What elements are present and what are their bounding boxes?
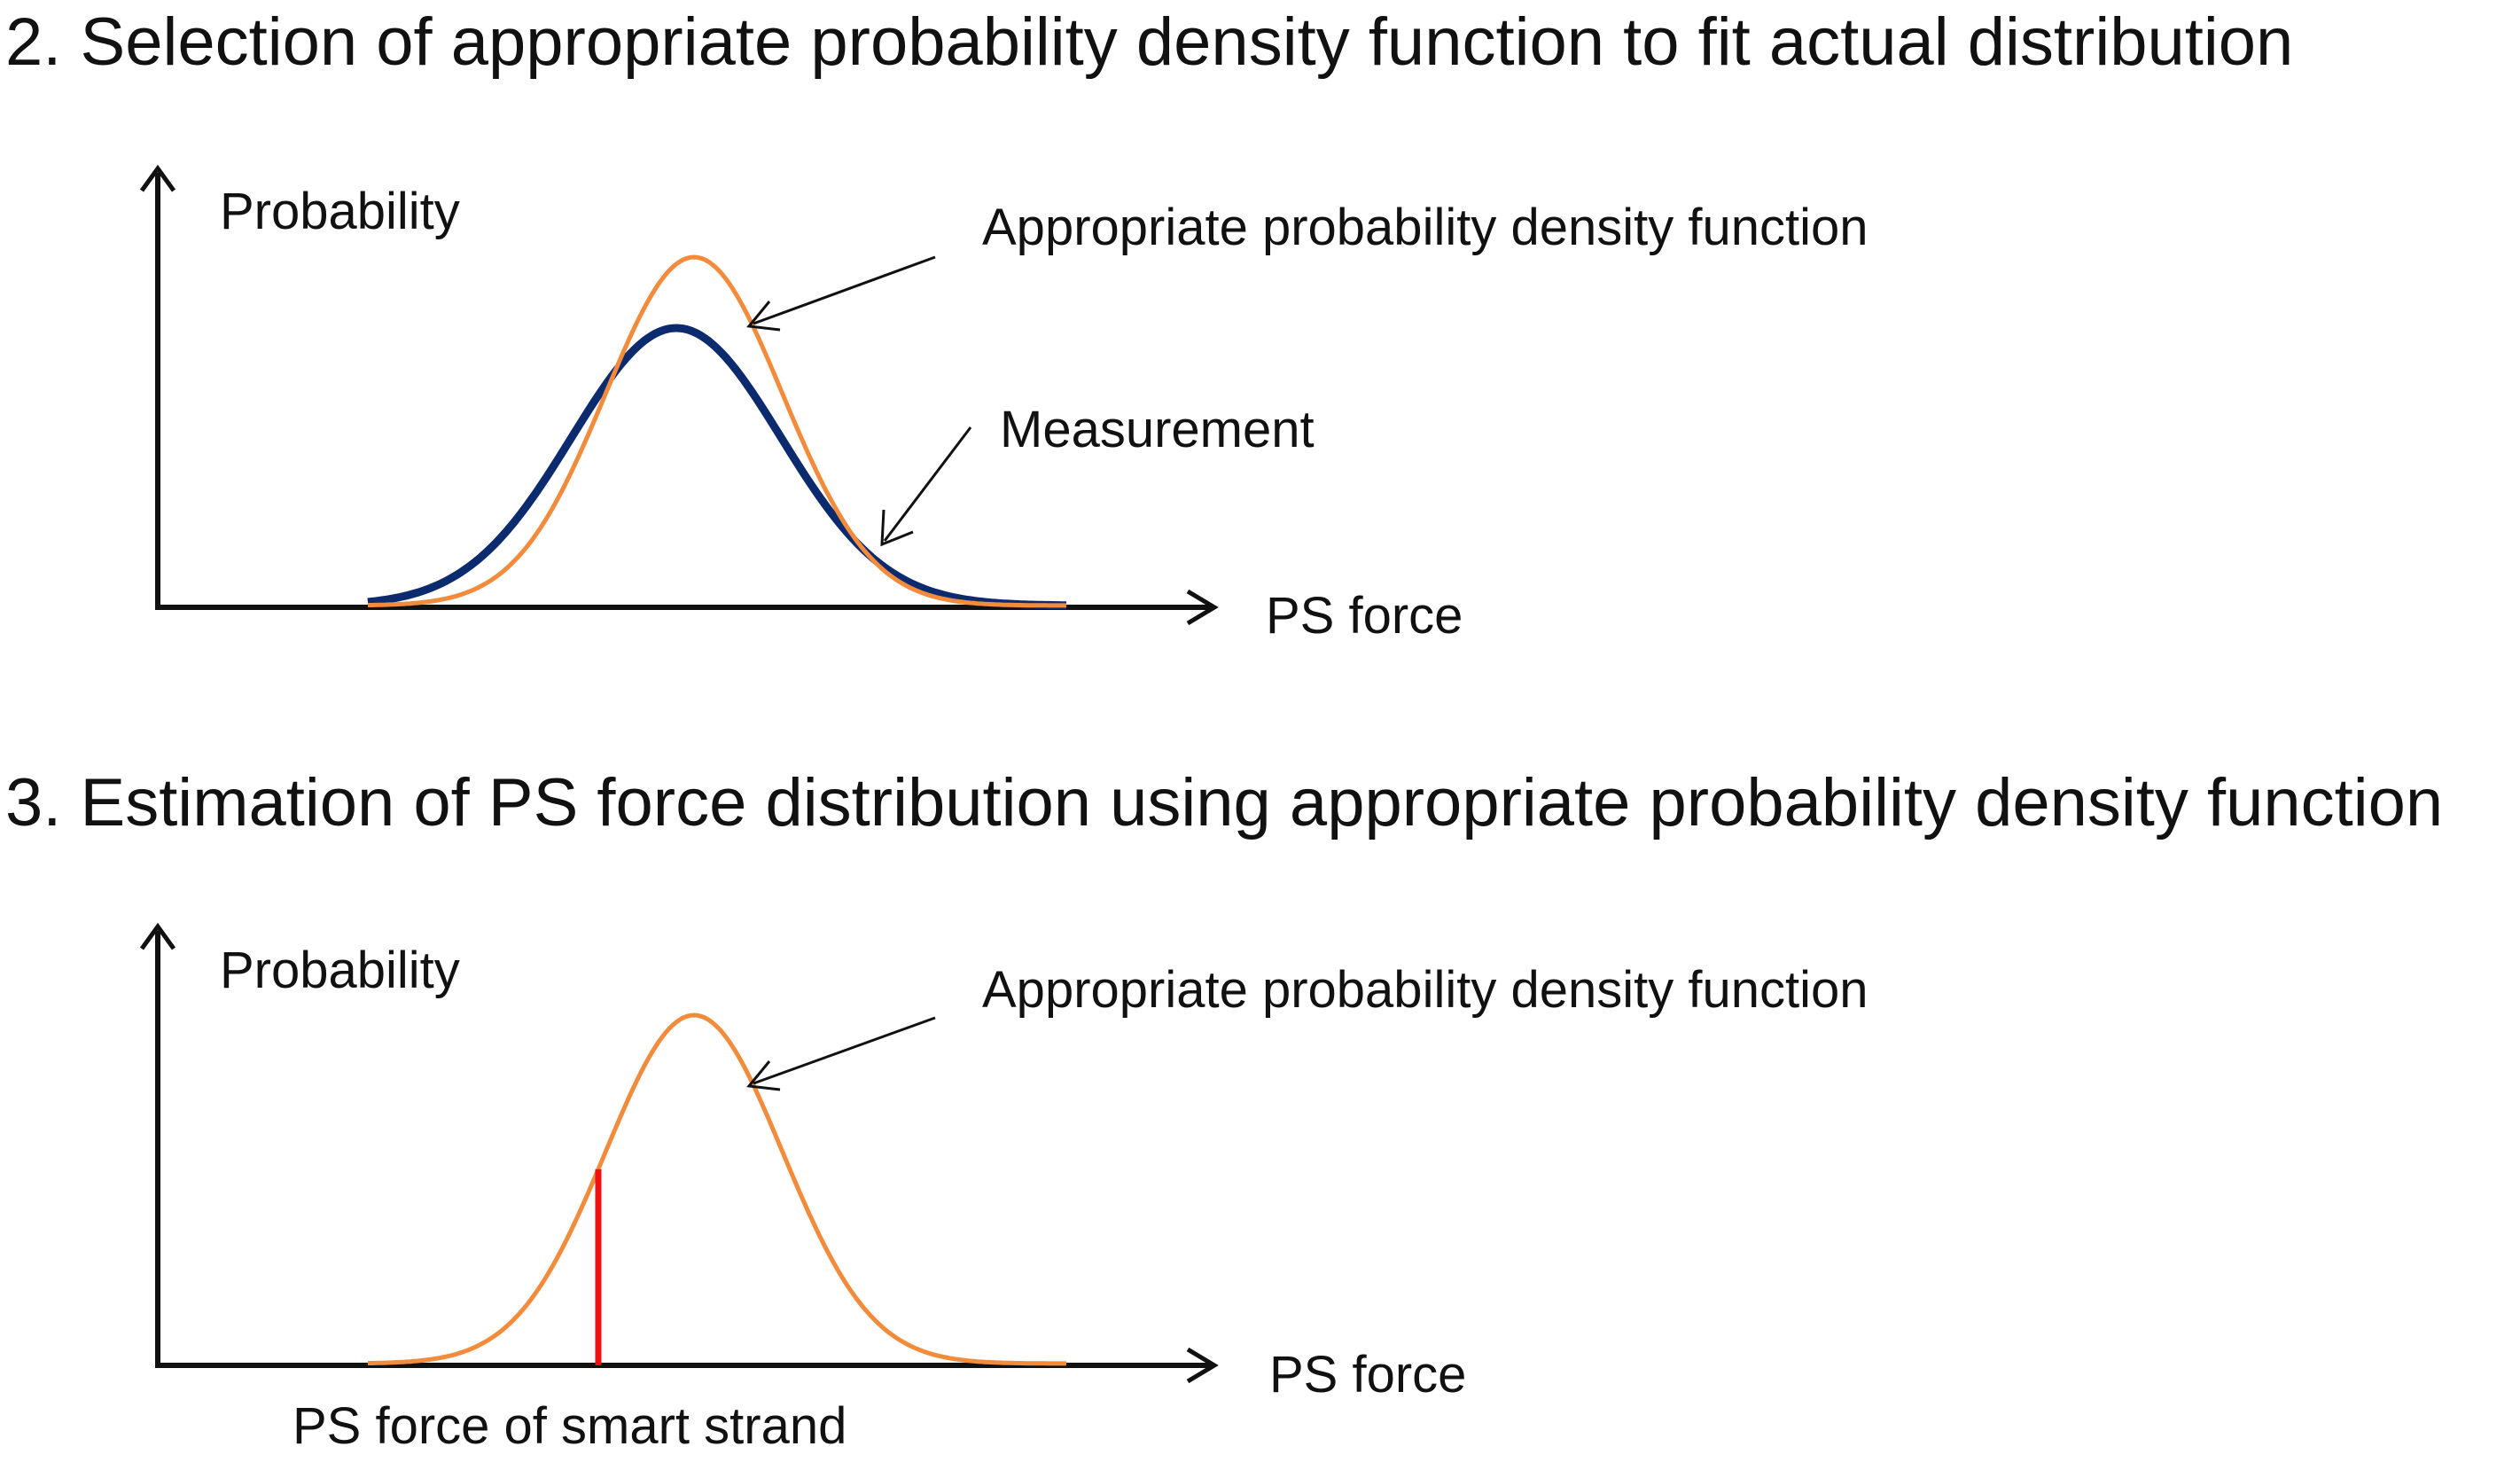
section-2-heading: 2. Selection of appropriate probability … bbox=[5, 4, 2294, 80]
arrow-right-icon bbox=[1186, 589, 1219, 626]
arrow-up-icon bbox=[139, 164, 176, 192]
measurement-curve bbox=[367, 324, 1066, 610]
arrow-pointer-icon bbox=[746, 255, 936, 332]
pdf-curve bbox=[368, 254, 1066, 608]
section-3-heading: 3. Estimation of PS force distribution u… bbox=[5, 765, 2444, 840]
section-2-x-axis-label: PS force bbox=[1266, 587, 1463, 645]
section-3-pdf-annotation: Appropriate probability density function bbox=[982, 961, 1869, 1019]
section-2-pdf-annotation: Appropriate probability density function bbox=[982, 199, 1869, 256]
arrow-pointer-icon bbox=[746, 1016, 936, 1091]
arrow-up-icon bbox=[139, 922, 176, 950]
section-3-x-axis-label: PS force bbox=[1269, 1346, 1467, 1403]
section-2-y-axis-label: Probability bbox=[220, 183, 460, 240]
arrow-pointer-icon bbox=[880, 426, 972, 547]
section-3-y-axis-label: Probability bbox=[220, 942, 460, 999]
arrow-right-icon bbox=[1186, 1347, 1219, 1384]
section-2-measurement-annotation: Measurement bbox=[1000, 401, 1315, 458]
smart-strand-label: PS force of smart strand bbox=[293, 1397, 847, 1455]
pdf-curve bbox=[368, 1012, 1066, 1366]
fit-diagram bbox=[139, 164, 1219, 626]
estimation-diagram bbox=[139, 922, 1219, 1384]
